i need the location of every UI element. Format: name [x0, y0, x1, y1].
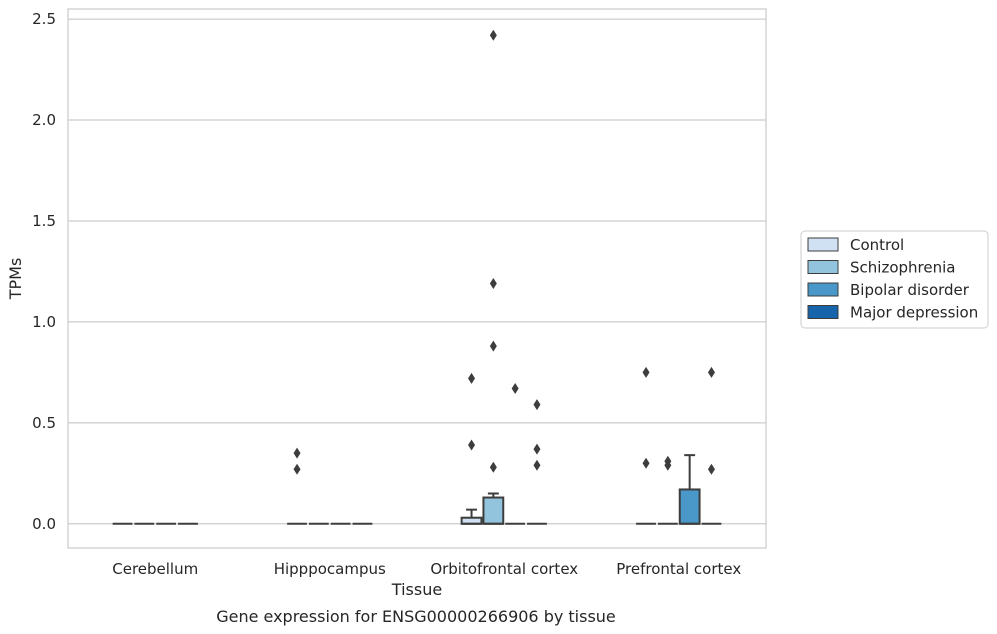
legend-swatch: [807, 237, 839, 252]
y-tick-label: 1.5: [32, 212, 56, 230]
outlier-point: [533, 459, 541, 471]
y-axis-ticks: 0.0 0.5 1.0 1.5 2.0 2.5: [32, 10, 56, 533]
x-tick-label: Cerebellum: [112, 560, 198, 578]
y-tick-label: 2.0: [32, 111, 56, 129]
x-tick-label: Prefrontal cortex: [616, 560, 741, 578]
box-bipolar-disorder: [678, 454, 701, 525]
outlier-point: [489, 278, 497, 290]
outlier-point: [468, 439, 476, 451]
outlier-point: [533, 399, 541, 411]
x-axis-ticks: Cerebellum Hipppocampus Orbitofrontal cort…: [112, 560, 741, 578]
plot-frame: [67, 8, 767, 549]
figure-caption: Gene expression for ENSG00000266906 by t…: [216, 607, 616, 626]
box-body: [482, 496, 505, 525]
box-schizophrenia: [482, 492, 505, 525]
outlier-point: [533, 443, 541, 455]
outlier-point: [293, 447, 301, 459]
outlier-point: [707, 463, 715, 475]
outlier-point: [511, 383, 519, 395]
outlier-point: [707, 366, 715, 378]
legend-label: Control: [850, 236, 904, 254]
x-axis-label: Tissue: [391, 580, 442, 599]
y-tick-label: 0.0: [32, 515, 56, 533]
outlier-point: [642, 366, 650, 378]
outlier-point: [489, 340, 497, 352]
legend-swatch: [807, 260, 839, 274]
box-control: [460, 508, 483, 525]
box-body: [678, 488, 701, 525]
legend-label: Major depression: [850, 304, 978, 322]
x-tick-label: Orbitofrontal cortex: [430, 560, 578, 578]
outlier-point: [468, 372, 476, 384]
legend-swatch: [807, 305, 839, 319]
outlier-point: [489, 29, 497, 41]
outlier-point: [293, 463, 301, 475]
y-axis-label: TPMs: [6, 258, 25, 301]
outlier-point: [664, 455, 672, 467]
legend: Control Schizophrenia Bipolar disorder Majo…: [800, 230, 989, 329]
legend-label: Bipolar disorder: [850, 281, 970, 299]
legend-label: Schizophrenia: [850, 259, 955, 277]
y-tick-label: 2.5: [32, 10, 56, 28]
outlier-point: [489, 461, 497, 473]
outlier-point: [642, 457, 650, 469]
x-tick-label: Hipppocampus: [274, 560, 386, 578]
outlier-markers: [293, 29, 715, 475]
y-tick-label: 0.5: [32, 414, 56, 432]
y-tick-label: 1.0: [32, 313, 56, 331]
boxplot-boxes: [112, 454, 722, 525]
legend-swatch: [807, 282, 839, 297]
legend-box: [800, 230, 989, 329]
